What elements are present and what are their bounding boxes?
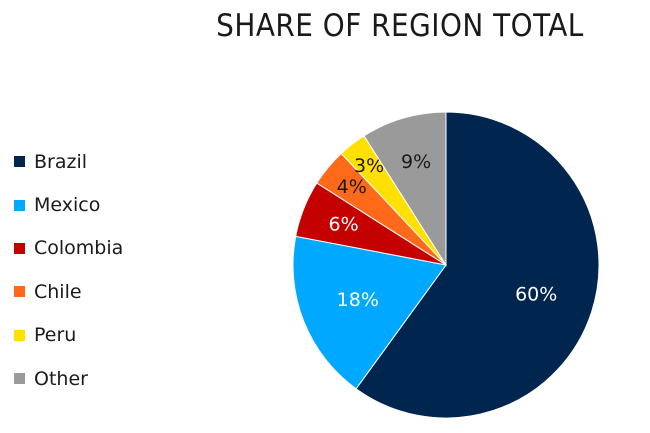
data-label-other: 9%	[401, 151, 431, 173]
legend-label-other: Other	[34, 367, 88, 390]
legend-item-other: Other	[14, 357, 164, 400]
pie-slice-other	[363, 111, 447, 267]
legend-item-chile: Chile	[14, 270, 164, 313]
legend-swatch-peru	[14, 329, 25, 341]
data-label-brazil: 60%	[515, 283, 557, 305]
legend-item-peru: Peru	[14, 314, 164, 357]
pie-slice-brazil	[355, 111, 600, 419]
legend-swatch-other	[14, 373, 25, 385]
data-label-colombia: 6%	[328, 213, 358, 235]
legend: Brazil Mexico Colombia Chile Peru Other	[14, 140, 164, 400]
legend-item-mexico: Mexico	[14, 183, 164, 226]
pie-slice-mexico	[292, 235, 447, 390]
legend-swatch-mexico	[14, 199, 25, 211]
legend-label-mexico: Mexico	[34, 194, 101, 217]
data-label-peru: 3%	[354, 155, 384, 177]
legend-label-chile: Chile	[34, 280, 82, 303]
legend-swatch-colombia	[14, 242, 25, 254]
legend-label-colombia: Colombia	[34, 237, 124, 260]
data-label-chile: 4%	[337, 176, 367, 198]
legend-item-brazil: Brazil	[14, 140, 164, 183]
legend-swatch-chile	[14, 286, 25, 298]
data-label-mexico: 18%	[337, 289, 379, 311]
chart-title: SHARE OF REGION TOTAL	[216, 8, 584, 44]
legend-label-brazil: Brazil	[34, 150, 88, 173]
legend-item-colombia: Colombia	[14, 227, 164, 270]
legend-swatch-brazil	[14, 156, 25, 168]
legend-label-peru: Peru	[34, 324, 77, 347]
